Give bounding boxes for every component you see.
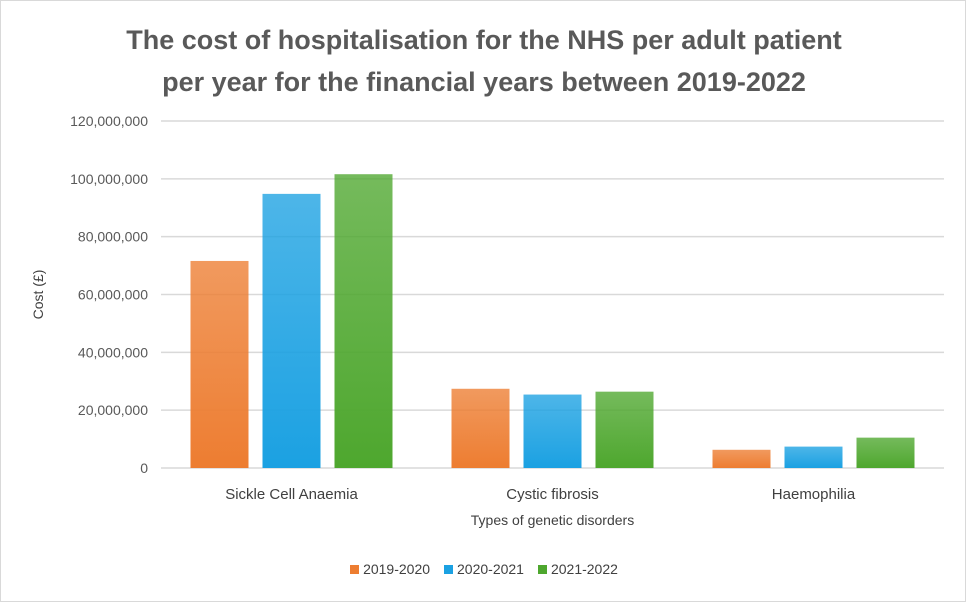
y-tick-label: 0 <box>140 460 148 476</box>
legend-label: 2020-2021 <box>457 561 524 577</box>
y-tick-label: 60,000,000 <box>78 287 148 303</box>
bar-2020-2021 <box>262 193 321 468</box>
chart-title-line-2: per year for the financial years between… <box>162 67 806 97</box>
x-category-label: Cystic fibrosis <box>506 486 599 503</box>
legend-swatch <box>444 564 454 574</box>
legend-swatch <box>350 564 360 574</box>
x-axis-title: Types of genetic disorders <box>471 512 634 528</box>
legend-item: 2021-2022 <box>537 561 618 577</box>
bar-2019-2020 <box>451 388 510 468</box>
chart-title: The cost of hospitalisation for the NHS … <box>1 19 966 103</box>
y-tick-label: 100,000,000 <box>70 171 148 187</box>
legend-label: 2021-2022 <box>550 561 618 577</box>
legend: 2019-2020 2020-2021 2021-2022 <box>1 561 966 577</box>
bar-2021-2022 <box>334 174 393 468</box>
legend-swatch <box>537 564 547 574</box>
chart-title-line-1: The cost of hospitalisation for the NHS … <box>126 25 842 55</box>
y-tick-label: 80,000,000 <box>78 229 148 245</box>
y-tick-label: 20,000,000 <box>78 402 148 418</box>
y-tick-label: 120,000,000 <box>70 113 148 129</box>
legend-label: 2019-2020 <box>363 561 431 577</box>
bar-2019-2020 <box>712 449 771 468</box>
bar-2020-2021 <box>784 446 843 468</box>
bar-2021-2022 <box>595 391 654 468</box>
bar-2019-2020 <box>190 260 249 468</box>
bar-2020-2021 <box>523 394 582 468</box>
legend-item: 2019-2020 <box>350 561 430 577</box>
x-category-label: Haemophilia <box>772 486 856 503</box>
y-axis-title: Cost (£) <box>30 270 46 320</box>
x-category-label: Sickle Cell Anaemia <box>225 486 358 503</box>
legend-item: 2020-2021 <box>444 561 524 577</box>
bar-2021-2022 <box>856 437 915 468</box>
y-tick-label: 40,000,000 <box>78 344 148 360</box>
